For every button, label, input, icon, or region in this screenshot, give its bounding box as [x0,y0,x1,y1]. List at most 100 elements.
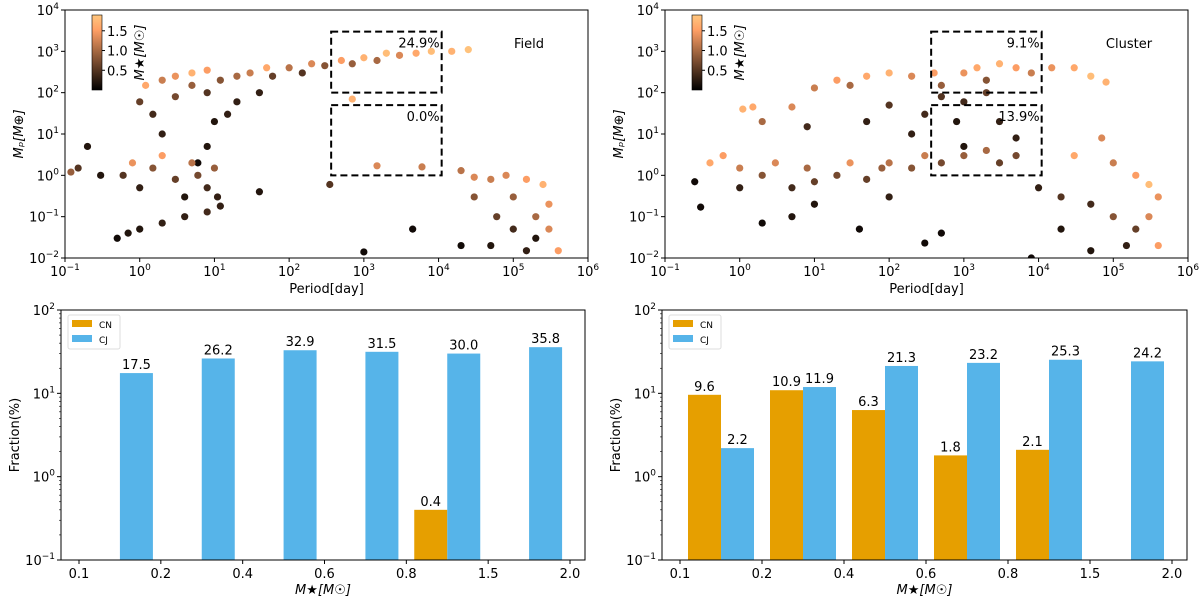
tick-label: 100 [637,167,660,184]
bar-value-label: 23.2 [969,348,998,363]
y-axis-label: Fraction(%) [8,398,23,472]
data-point [960,98,968,106]
data-point [308,60,316,68]
x-axis-label: M★[M☉] [295,583,351,598]
data-point [171,72,179,80]
data-point [233,72,241,80]
bar-value-label: 32.9 [286,335,315,350]
bar-cj [447,353,481,560]
data-point [1098,134,1106,142]
data-point [233,98,241,106]
data-point [885,159,893,167]
data-point [448,47,456,55]
data-point [223,110,232,118]
data-point [788,213,796,221]
colorbar-tick-label: 0.5 [107,64,128,79]
bar-cj [529,347,563,560]
data-point [97,171,105,179]
data-point [758,117,766,126]
tick-label: 104 [427,263,450,280]
bar-cj [967,362,1000,560]
bar-value-label: 6.3 [858,395,879,410]
bar-value-label: 35.8 [531,332,560,347]
data-point [995,159,1004,167]
bar-value-label: 2.1 [1022,435,1043,450]
tick-label: 100 [37,167,60,184]
data-point [263,64,271,72]
data-point [373,56,381,65]
x-tick-label: 0.2 [150,567,171,582]
legend-swatch-cn [673,320,693,327]
axes-frame [60,309,586,561]
bar-cn [688,394,721,560]
data-point [119,171,127,179]
data-point [1070,152,1078,160]
data-point [326,180,334,189]
data-point [885,69,893,77]
x-tick-label: 0.8 [998,567,1019,582]
legend-swatch-cn [72,320,92,327]
y-axis-label: Mₚ[M⊕] [612,109,627,158]
tick-label: 10−1 [650,263,680,280]
data-point [953,117,961,126]
x-tick-label: 0.6 [314,567,335,582]
data-point [937,229,945,237]
legend-label: CN [99,321,112,331]
data-point [1145,180,1153,189]
data-point [136,98,144,106]
data-point [348,95,356,103]
bar-cj [283,350,317,560]
data-point [464,46,472,54]
data-point [532,213,540,221]
data-point [1057,225,1065,233]
data-point [863,175,871,183]
data-point [908,72,916,80]
bar-value-label: 30.0 [449,339,478,354]
data-point [921,110,929,118]
colorbar-tick-label: 1.0 [707,45,728,60]
tick-label: 10−1 [29,209,59,226]
data-point [158,219,166,227]
data-point [1145,213,1153,221]
data-point [203,208,211,216]
data-point [921,239,929,247]
data-point [691,178,699,186]
data-point [171,93,179,101]
data-point [554,247,562,255]
colorbar-tick-label: 1.5 [707,25,728,40]
data-point [719,152,727,160]
data-point [739,105,747,113]
x-tick-label: 0.2 [752,567,773,582]
data-point [487,175,495,183]
x-tick-label: 2.0 [1162,567,1183,582]
data-point [457,241,465,250]
data-point [960,69,968,77]
x-tick-label: 0.1 [670,567,691,582]
selection-box [930,30,1043,94]
tick-label: 106 [1177,263,1200,280]
x-tick-label: 0.6 [916,567,937,582]
y-axis-label: Mₚ[M⊕] [12,109,27,158]
data-point [158,130,166,138]
tick-label: 101 [803,263,825,280]
bar-value-label: 17.5 [122,358,151,373]
data-point [1027,254,1035,258]
x-tick-label: 1.5 [1080,567,1101,582]
data-point [1154,241,1162,250]
tick-label: 101 [37,126,59,143]
legend: CN CJ [67,314,121,350]
data-point [337,56,345,65]
data-point [418,163,426,171]
tick-label: 10−1 [629,209,659,226]
data-point [470,173,478,181]
data-point [213,193,222,201]
data-point [788,103,796,111]
data-point [1034,184,1043,192]
tick-label: 102 [634,302,656,319]
y-axis-label: Fraction(%) [609,398,624,472]
data-point [509,225,517,233]
tick-label: 102 [878,263,900,280]
x-axis-label: Period[day] [289,282,364,297]
tick-label: 102 [33,302,55,319]
